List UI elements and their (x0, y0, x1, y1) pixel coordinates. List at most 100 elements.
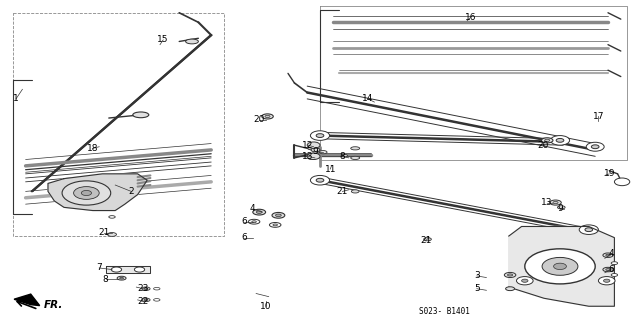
Ellipse shape (186, 39, 198, 44)
Ellipse shape (550, 200, 561, 205)
Circle shape (554, 263, 566, 270)
Text: 12: 12 (302, 141, 314, 150)
Ellipse shape (108, 233, 116, 236)
Circle shape (81, 190, 92, 196)
Text: 4: 4 (250, 204, 255, 213)
Ellipse shape (611, 273, 618, 276)
Text: 6: 6 (609, 265, 614, 274)
Circle shape (310, 131, 330, 140)
Ellipse shape (424, 238, 431, 241)
Ellipse shape (269, 223, 281, 227)
Circle shape (586, 142, 604, 151)
Circle shape (614, 178, 630, 186)
Ellipse shape (142, 298, 150, 301)
Ellipse shape (253, 209, 266, 215)
Circle shape (316, 178, 324, 182)
Text: 9: 9 (313, 147, 318, 156)
Text: 2: 2 (129, 187, 134, 196)
Circle shape (585, 228, 593, 232)
Polygon shape (48, 174, 147, 211)
Ellipse shape (144, 299, 148, 300)
Ellipse shape (351, 147, 360, 150)
Polygon shape (106, 266, 150, 273)
Ellipse shape (133, 112, 149, 118)
Ellipse shape (265, 115, 270, 118)
Text: 9: 9 (557, 204, 563, 213)
Polygon shape (509, 226, 614, 306)
Text: 1: 1 (13, 94, 19, 103)
Ellipse shape (504, 272, 516, 278)
Circle shape (579, 225, 598, 234)
Text: 4: 4 (609, 249, 614, 258)
Text: 8: 8 (340, 152, 345, 161)
Ellipse shape (272, 212, 285, 218)
Ellipse shape (351, 156, 360, 160)
Ellipse shape (144, 288, 148, 290)
Text: 21: 21 (337, 187, 348, 196)
Text: 7: 7 (97, 263, 102, 272)
Ellipse shape (154, 299, 160, 301)
Ellipse shape (120, 277, 124, 279)
Ellipse shape (541, 138, 553, 143)
Circle shape (111, 267, 122, 272)
Circle shape (310, 175, 330, 185)
Ellipse shape (142, 287, 150, 291)
Text: 19: 19 (604, 169, 615, 178)
Text: 6: 6 (241, 217, 246, 226)
Circle shape (62, 181, 111, 205)
Ellipse shape (275, 214, 282, 217)
Text: 8: 8 (103, 275, 108, 284)
Text: 6: 6 (241, 233, 246, 242)
Circle shape (74, 187, 99, 199)
Text: 21: 21 (99, 228, 110, 237)
Circle shape (316, 134, 324, 137)
Text: 20: 20 (253, 115, 264, 124)
Text: 21: 21 (420, 236, 431, 245)
Circle shape (591, 145, 599, 149)
Circle shape (604, 279, 610, 282)
Text: 23: 23 (138, 284, 149, 293)
Ellipse shape (605, 269, 611, 271)
Circle shape (542, 257, 578, 275)
Text: 5: 5 (474, 284, 479, 293)
Ellipse shape (311, 148, 320, 152)
Ellipse shape (341, 154, 348, 157)
Ellipse shape (351, 190, 359, 193)
Ellipse shape (252, 221, 256, 223)
Text: 13: 13 (302, 152, 314, 161)
Ellipse shape (257, 211, 262, 213)
Ellipse shape (308, 147, 317, 150)
Text: 11: 11 (324, 165, 336, 174)
Circle shape (522, 279, 528, 282)
Ellipse shape (605, 254, 611, 256)
Circle shape (550, 136, 570, 145)
Text: FR.: FR. (44, 300, 63, 310)
Text: 22: 22 (138, 297, 149, 306)
Text: 10: 10 (260, 302, 271, 311)
Ellipse shape (508, 274, 513, 276)
Ellipse shape (117, 276, 126, 280)
Ellipse shape (553, 202, 558, 204)
Ellipse shape (262, 114, 273, 119)
Ellipse shape (154, 287, 160, 290)
Circle shape (525, 249, 595, 284)
Ellipse shape (545, 139, 550, 142)
Text: 3: 3 (474, 271, 479, 280)
Ellipse shape (109, 216, 115, 218)
Circle shape (556, 138, 564, 142)
Ellipse shape (603, 267, 613, 272)
Text: 17: 17 (593, 112, 604, 121)
Ellipse shape (506, 287, 515, 291)
Text: 14: 14 (362, 94, 374, 103)
Text: S023- B1401: S023- B1401 (419, 307, 470, 315)
Ellipse shape (248, 219, 260, 224)
Ellipse shape (273, 224, 278, 226)
Ellipse shape (603, 253, 613, 257)
Circle shape (516, 277, 533, 285)
Circle shape (598, 277, 615, 285)
Ellipse shape (557, 206, 565, 209)
Ellipse shape (319, 151, 327, 154)
Ellipse shape (308, 156, 317, 160)
Text: 18: 18 (87, 144, 99, 153)
Circle shape (307, 153, 320, 160)
